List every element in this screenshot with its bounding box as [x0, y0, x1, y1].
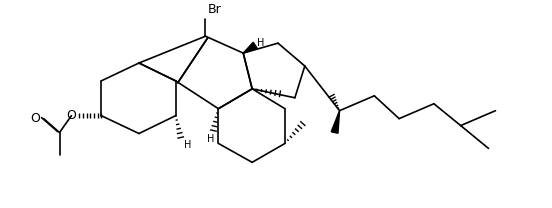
Text: H: H — [257, 38, 264, 48]
Polygon shape — [331, 111, 339, 133]
Text: H: H — [184, 140, 191, 150]
Text: O: O — [67, 109, 76, 122]
Text: H: H — [207, 134, 214, 144]
Text: Br: Br — [208, 3, 221, 16]
Text: O: O — [30, 112, 40, 125]
Polygon shape — [243, 42, 257, 53]
